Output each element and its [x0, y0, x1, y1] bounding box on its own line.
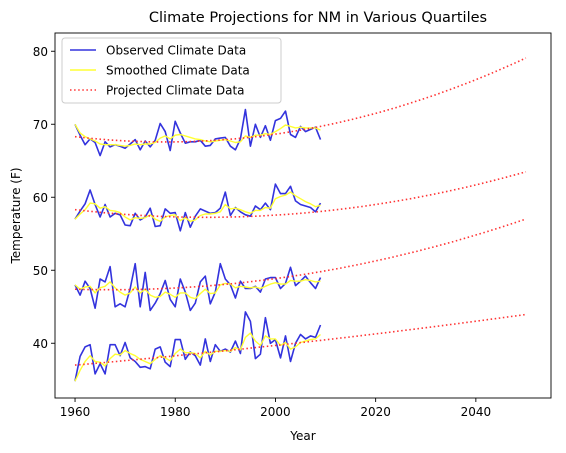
y-axis-label: Temperature (F)	[9, 167, 23, 264]
legend-entry-label: Smoothed Climate Data	[106, 64, 250, 78]
x-tick-label: 1960	[60, 405, 91, 419]
y-tick-label: 70	[33, 118, 48, 132]
chart-title: Climate Projections for NM in Various Qu…	[149, 10, 487, 26]
projected-line-q4	[74, 57, 527, 143]
smoothed-line-q2	[74, 279, 321, 300]
projected-line-q3	[74, 171, 527, 219]
observed-line-q1	[74, 311, 322, 382]
legend: Observed Climate Data Smoothed Climate Da…	[61, 37, 282, 104]
y-tick-label: 40	[33, 337, 48, 351]
x-axis: 1960 1980 2000 2020 2040	[60, 398, 491, 419]
y-tick-label: 60	[33, 191, 48, 205]
x-tick-label: 2020	[360, 405, 391, 419]
observed-line-q3	[74, 183, 322, 232]
plot-frame	[54, 32, 552, 399]
x-tick-label: 2000	[260, 405, 291, 419]
y-axis: 40 50 60 70 80	[33, 45, 55, 351]
x-tick-label: 1980	[160, 405, 191, 419]
smoothed-line-q4	[74, 123, 321, 147]
smoothed-line-q1	[74, 332, 321, 382]
legend-entry-label: Projected Climate Data	[106, 84, 245, 98]
legend-entry-label: Observed Climate Data	[106, 44, 246, 58]
x-tick-label: 2040	[461, 405, 492, 419]
legend-box	[61, 37, 282, 104]
y-tick-label: 80	[33, 45, 48, 59]
projected-line-q2	[74, 218, 527, 291]
projected-line-q1	[74, 313, 527, 366]
observed-line-q2	[74, 262, 322, 312]
x-axis-label: Year	[289, 429, 315, 443]
y-tick-label: 50	[33, 264, 48, 278]
plot-lines	[74, 57, 527, 382]
